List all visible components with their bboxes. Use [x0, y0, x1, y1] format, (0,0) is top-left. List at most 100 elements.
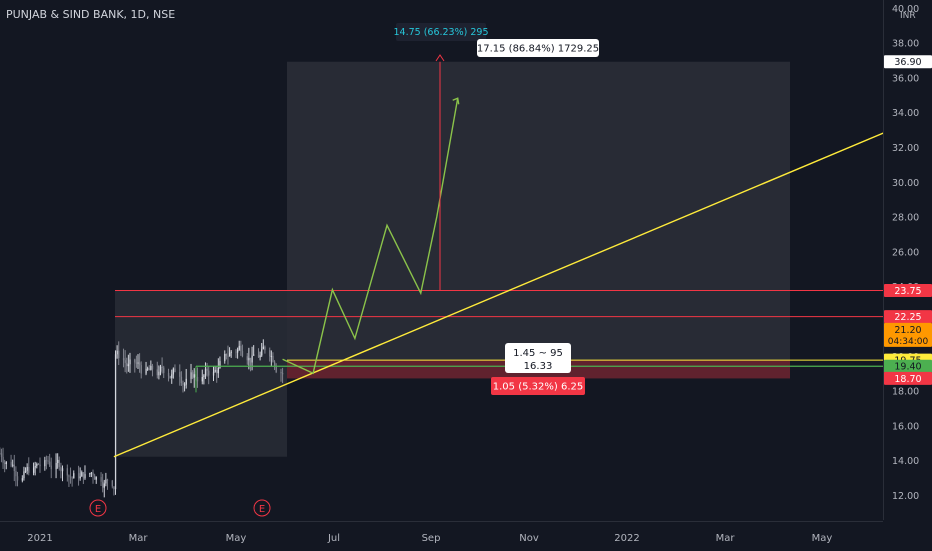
candle-body — [66, 468, 69, 476]
candle-body — [201, 377, 203, 382]
candle-body — [163, 367, 165, 373]
candle-body — [100, 477, 102, 482]
candle-body — [57, 459, 59, 464]
candle-body — [39, 464, 41, 467]
candle-body — [124, 360, 126, 363]
candle-body — [272, 355, 274, 362]
candle-body — [55, 463, 57, 470]
candle-body — [180, 376, 183, 384]
candle-body — [82, 472, 85, 479]
candle-body — [28, 466, 30, 473]
price-axis[interactable] — [883, 0, 932, 520]
candle-body — [21, 478, 24, 481]
candle-body — [261, 349, 263, 356]
candle-body — [148, 368, 150, 371]
candle-body — [179, 371, 181, 377]
candle-body — [171, 374, 173, 379]
candle-body — [12, 464, 14, 466]
candle-body — [230, 351, 232, 353]
time-axis[interactable] — [0, 521, 883, 551]
candle-body — [151, 365, 154, 370]
candle-body — [269, 350, 271, 357]
candle-body — [185, 378, 187, 385]
candle-body — [235, 351, 237, 353]
candle-body — [13, 464, 15, 471]
candle-body — [90, 472, 93, 474]
candle-body — [270, 355, 273, 357]
candle-body — [249, 357, 252, 363]
candle-body — [69, 476, 72, 478]
candle-body — [94, 475, 96, 480]
candle-body — [89, 473, 91, 475]
candle-body — [219, 361, 221, 368]
candle-body — [68, 475, 70, 477]
candle-body — [161, 366, 163, 368]
candle-body — [262, 346, 265, 350]
candle-body — [32, 467, 35, 473]
candle-body — [122, 358, 125, 361]
candle-body — [280, 372, 282, 374]
candle-body — [44, 460, 46, 467]
candle-body — [203, 375, 205, 378]
candle-body — [77, 473, 80, 479]
candle-body — [129, 359, 131, 365]
candle-body — [26, 466, 28, 471]
candle-body — [156, 369, 158, 376]
measure-arrow — [435, 54, 445, 62]
candle-body — [95, 477, 97, 480]
candle-body — [61, 468, 64, 472]
candle-body — [224, 353, 226, 362]
candle-body — [47, 460, 49, 462]
candle-body — [150, 365, 152, 371]
candle-body — [158, 371, 160, 376]
candle-body — [259, 355, 261, 358]
candle-body — [15, 470, 17, 477]
candle-body — [174, 368, 176, 372]
symbol-title: PUNJAB & SIND BANK, 1D, NSE — [6, 8, 176, 21]
candle-body — [102, 481, 104, 488]
candle-body — [37, 463, 40, 465]
candle-body — [49, 461, 51, 466]
candle-body — [253, 354, 255, 356]
candle-body — [58, 459, 60, 467]
candle-body — [0, 453, 1, 455]
candle-body — [135, 362, 138, 364]
candle-body — [16, 476, 19, 481]
projection-arrowhead — [452, 97, 460, 105]
candle-body — [92, 472, 94, 476]
candle-body — [145, 368, 147, 374]
candle-body — [34, 466, 36, 468]
candle-body — [216, 369, 218, 374]
candle-body — [251, 355, 253, 363]
candle-body — [275, 366, 277, 373]
candle-body — [212, 371, 215, 376]
candle-body — [105, 479, 107, 484]
trendline — [113, 128, 892, 458]
candle-body — [238, 345, 240, 350]
candle-body — [208, 370, 210, 376]
candle-body — [60, 466, 62, 472]
candle-body — [214, 369, 216, 372]
candle-body — [79, 476, 81, 479]
candle-body — [5, 461, 7, 465]
candle-body — [204, 368, 207, 376]
candle-body — [257, 354, 260, 358]
candle-body — [81, 472, 83, 477]
candle-body — [190, 372, 192, 379]
candle-body — [183, 384, 186, 386]
candle-body — [111, 480, 113, 487]
candle-body — [10, 461, 12, 466]
candle-body — [159, 366, 162, 372]
candle-body — [4, 462, 6, 465]
candle-body — [140, 365, 142, 374]
candle-body — [227, 355, 229, 357]
candle-body — [193, 374, 195, 378]
range-box — [115, 290, 287, 457]
candle-body — [241, 351, 244, 357]
candle-body — [36, 463, 38, 467]
candle-body — [45, 460, 48, 462]
currency-label: INR — [900, 11, 916, 21]
candle-body — [134, 359, 136, 363]
candle-body — [225, 353, 228, 356]
